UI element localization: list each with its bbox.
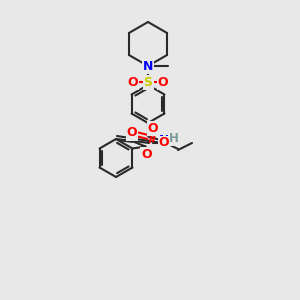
Text: H: H (169, 133, 179, 146)
Text: O: O (158, 76, 168, 88)
Text: O: O (141, 148, 152, 161)
Text: N: N (159, 134, 169, 148)
Text: O: O (128, 76, 138, 88)
Text: O: O (127, 127, 137, 140)
Text: S: S (143, 76, 152, 88)
Text: N: N (143, 59, 153, 73)
Text: O: O (159, 136, 169, 149)
Text: O: O (148, 122, 158, 134)
